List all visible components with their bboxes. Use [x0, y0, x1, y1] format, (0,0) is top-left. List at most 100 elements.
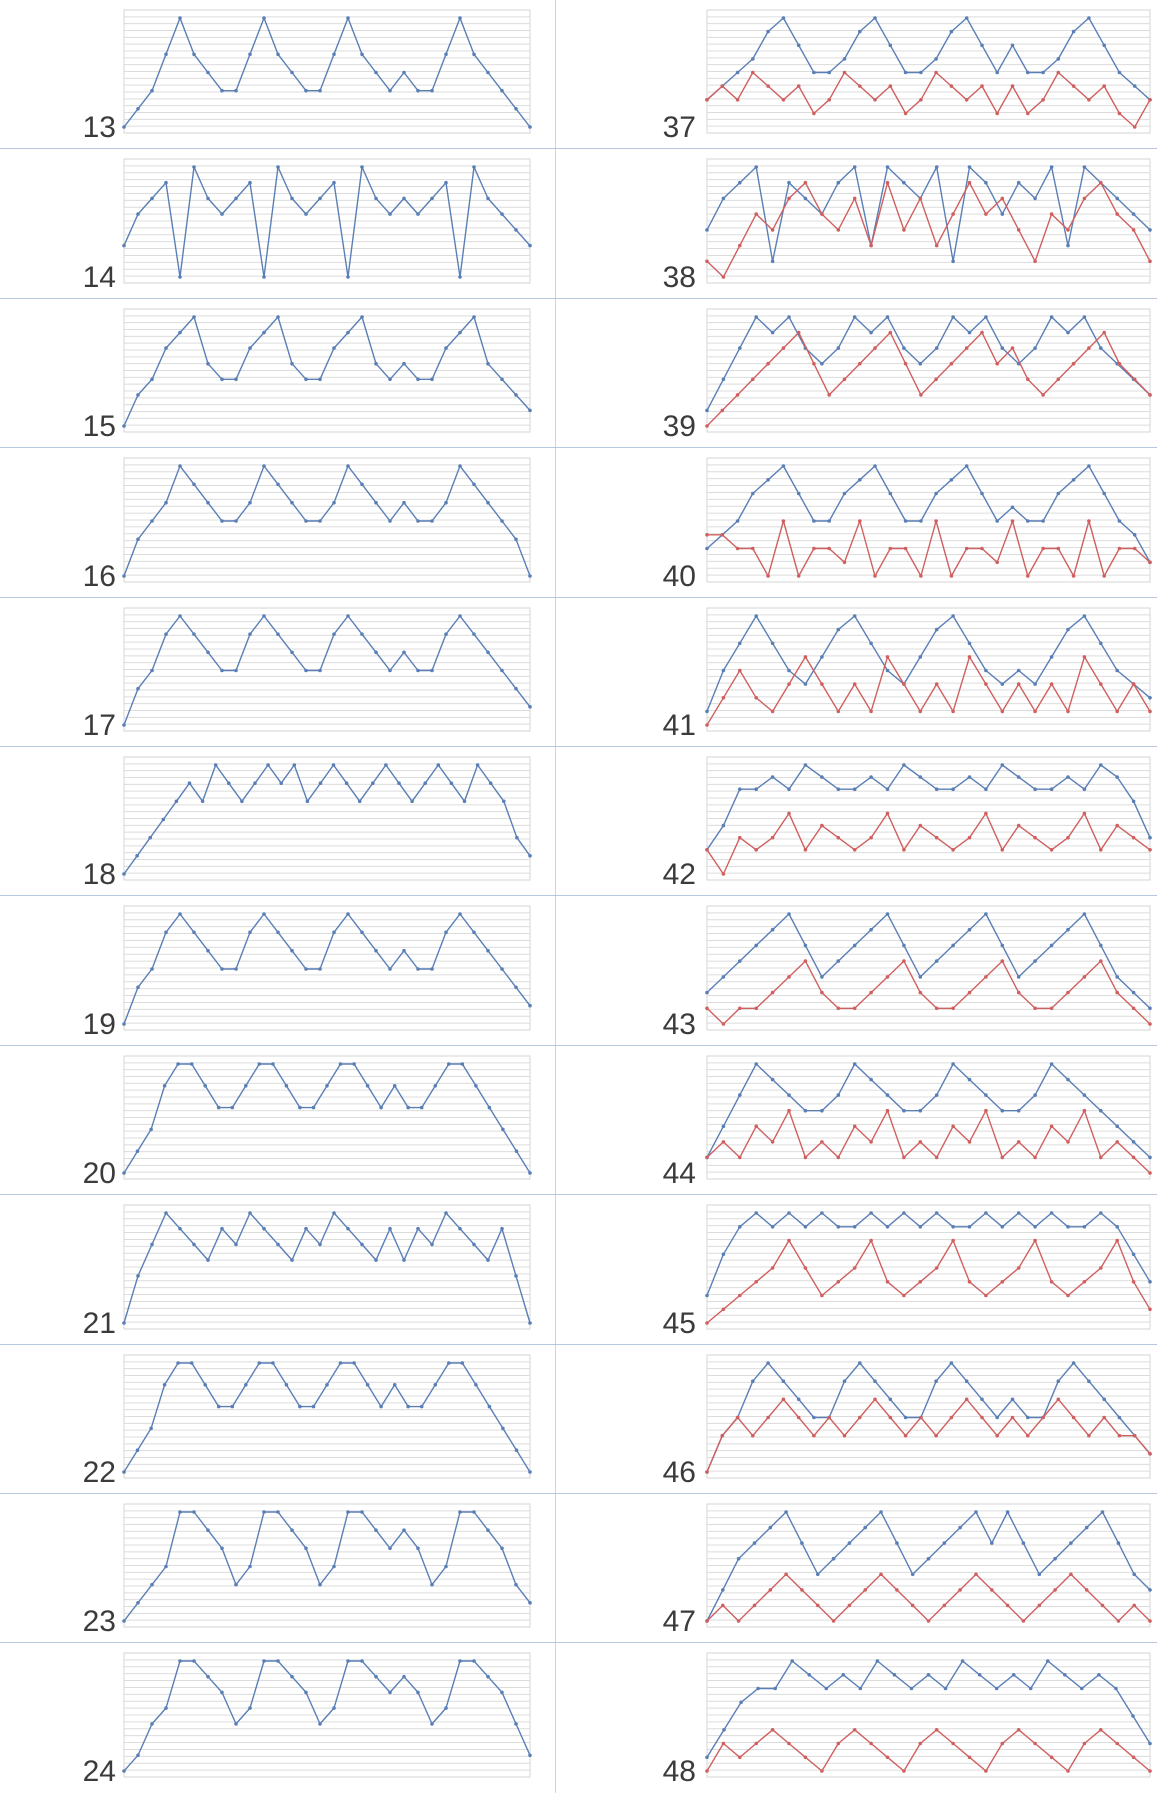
data-point [803, 1755, 808, 1760]
data-point [787, 1238, 791, 1243]
data-point [318, 196, 322, 201]
data-point [869, 1741, 873, 1746]
data-point [787, 180, 791, 185]
data-point [903, 70, 908, 75]
data-point [472, 1242, 476, 1247]
data-point [735, 70, 740, 75]
data-point [1115, 1225, 1119, 1229]
data-point [164, 632, 168, 636]
data-point [430, 196, 434, 201]
row-label: 45 [662, 1307, 696, 1340]
data-point [721, 1022, 726, 1026]
data-point [444, 632, 448, 636]
data-point [852, 1006, 857, 1011]
data-point [980, 330, 984, 335]
data-point [1037, 1572, 1042, 1577]
data-point [1016, 1728, 1021, 1732]
data-point [984, 1211, 988, 1215]
data-point [1066, 330, 1070, 335]
data-point [1056, 377, 1061, 382]
data-point [1041, 519, 1045, 523]
data-point [1148, 848, 1152, 852]
data-point [705, 1470, 709, 1474]
data-point [1071, 84, 1076, 88]
data-point [164, 1706, 168, 1710]
data-point [796, 1415, 801, 1420]
data-point [1148, 709, 1152, 714]
data-point [150, 196, 154, 201]
data-point [754, 1006, 758, 1011]
data-point [1000, 943, 1005, 948]
data-point [1082, 655, 1087, 659]
data-point [885, 1280, 890, 1284]
data-point [984, 1093, 988, 1097]
data-point [360, 632, 364, 636]
data-point [852, 943, 857, 948]
data-point [820, 990, 824, 995]
data-point [1117, 519, 1122, 523]
data-point [735, 393, 740, 397]
data-point [374, 948, 378, 953]
data-point [332, 632, 336, 636]
data-point [388, 212, 392, 216]
data-point [346, 912, 350, 916]
sparkline-row-16: 16 [0, 448, 555, 598]
data-point [951, 787, 955, 791]
data-point [220, 967, 224, 971]
data-point [444, 930, 448, 935]
data-point [919, 1415, 923, 1420]
data-point [1066, 1293, 1070, 1298]
data-point [1102, 330, 1106, 335]
data-point [122, 1619, 126, 1623]
series-line-1 [123, 166, 531, 278]
data-point [1033, 787, 1037, 791]
data-point [388, 1546, 392, 1551]
data-point [416, 212, 420, 216]
data-point [500, 377, 504, 382]
data-point [895, 1588, 899, 1592]
data-point [1010, 43, 1015, 48]
data-point [276, 165, 280, 169]
data-point [918, 655, 923, 659]
data-point [234, 1722, 238, 1726]
data-point [836, 1741, 841, 1746]
data-point [738, 346, 742, 350]
data-point [754, 165, 758, 169]
data-point [1102, 1415, 1106, 1420]
data-point [984, 180, 988, 185]
data-point [951, 212, 955, 216]
data-point [766, 478, 770, 482]
data-point [951, 1062, 955, 1066]
data-point [416, 668, 420, 673]
data-point [1033, 959, 1037, 963]
data-point [885, 315, 890, 319]
data-point [787, 975, 791, 979]
data-point [1102, 84, 1106, 88]
data-point [472, 482, 476, 487]
data-point [873, 16, 877, 20]
data-point [486, 650, 490, 655]
data-point [918, 1108, 923, 1113]
data-point [739, 1700, 743, 1705]
data-point [189, 1361, 194, 1365]
data-point [1033, 709, 1037, 714]
data-point [502, 799, 506, 804]
data-point [402, 1674, 406, 1679]
data-point [447, 1361, 451, 1365]
data-point [964, 98, 969, 102]
data-point [858, 361, 862, 366]
data-point [875, 1659, 880, 1663]
data-point [766, 1415, 770, 1420]
data-point [1082, 196, 1087, 201]
data-point [419, 1404, 424, 1409]
data-point [248, 930, 252, 935]
data-point [820, 775, 824, 779]
data-point [918, 975, 923, 979]
data-point [1102, 1397, 1106, 1402]
data-point [220, 212, 224, 216]
data-point [178, 912, 182, 916]
data-point [1148, 835, 1152, 840]
data-point [178, 275, 182, 279]
data-point [934, 1211, 939, 1215]
